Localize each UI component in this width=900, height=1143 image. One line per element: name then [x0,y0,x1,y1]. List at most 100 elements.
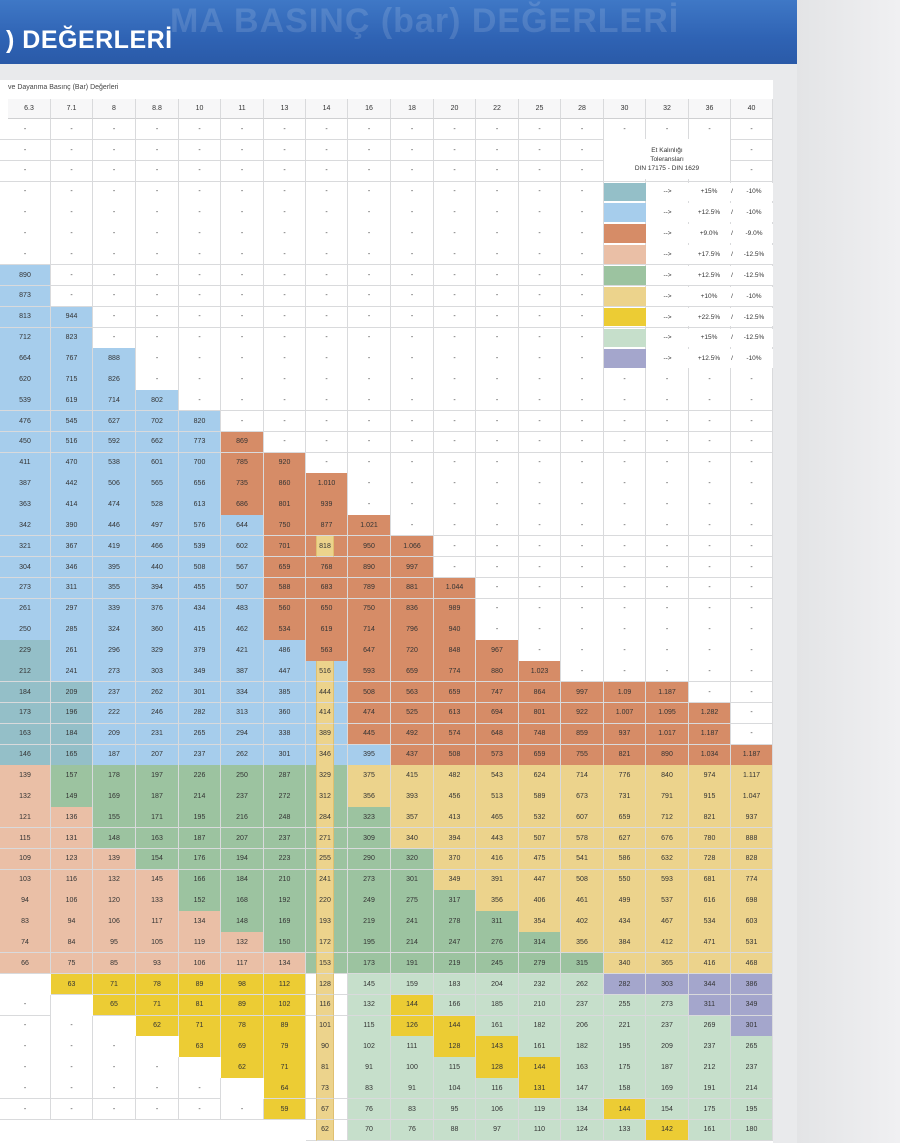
table-cell: 1.187 [646,681,689,704]
table-cell: - [306,390,348,412]
table-cell: 255 [316,848,334,871]
table-cell: 311 [689,994,731,1017]
table-cell: - [306,306,348,328]
legend-minus: -12.5% [735,265,773,285]
table-cell: 214 [391,932,434,954]
table-cell: - [731,494,773,516]
table-cell: - [306,160,348,183]
table-cell: 184 [0,681,51,704]
table-cell: 311 [476,911,519,933]
table-cell: 269 [689,1015,731,1037]
table-cell: - [476,577,519,600]
table-cell: 440 [136,556,179,579]
table-cell: - [306,202,348,224]
table-cell: - [476,431,519,454]
table-cell: - [221,306,264,328]
table-cell: 83 [0,911,51,933]
table-cell: - [0,160,51,183]
table-cell: 232 [519,973,561,996]
table-cell: 67 [316,1098,334,1121]
table-cell: 659 [434,681,476,704]
table-cell: 873 [0,285,51,308]
table-cell: 360 [264,702,306,725]
table-cell: 890 [348,556,391,579]
table-cell: - [306,264,348,287]
table-cell: 146 [0,744,51,766]
table-cell: - [136,264,179,287]
table-cell: 150 [264,932,306,954]
table-cell: 820 [179,410,221,433]
table-cell: 329 [316,765,334,787]
table-cell: 391 [476,869,519,891]
table-cell: - [434,556,476,579]
table-cell: - [348,494,391,516]
table-cell: - [519,202,561,224]
table-cell: - [348,264,391,287]
legend-swatch [604,245,646,264]
table-cell: - [519,119,561,141]
table-cell: - [306,285,348,308]
table-cell: 593 [646,869,689,891]
table-cell: - [93,1078,136,1100]
table-cell: 206 [561,1015,604,1037]
table-cell: 731 [604,786,646,808]
table-cell: 241 [316,869,334,891]
legend-plus: +15% [689,182,729,202]
table-cell: - [519,536,561,558]
table-cell: 767 [51,348,93,370]
table-cell: 192 [264,890,306,912]
table-cell: 937 [731,807,773,829]
table-cell: 83 [391,1098,434,1121]
table-cell: 163 [0,723,51,745]
table-cell: - [306,327,348,349]
table-cell: - [476,619,519,641]
table-cell [51,1119,93,1142]
table-cell: 616 [689,890,731,912]
table-cell: - [93,244,136,266]
table-cell: 116 [476,1078,519,1100]
table-cell: - [0,181,51,203]
table-cell: 172 [316,932,334,954]
table-cell: 78 [136,973,179,996]
table-cell: 76 [348,1098,391,1121]
table-cell: 728 [689,848,731,871]
table-cell: - [264,223,306,245]
table-cell: 346 [51,556,93,579]
table-cell: - [391,473,434,495]
table-cell: 386 [731,973,773,996]
table-cell: 543 [476,765,519,787]
table-cell: 221 [604,1015,646,1037]
table-cell: - [476,223,519,245]
legend-plus: +12.5% [689,349,729,369]
table-cell: - [391,223,434,245]
table-cell: - [391,327,434,349]
table-cell: - [476,369,519,391]
table-cell: - [179,202,221,224]
table-cell: 619 [306,619,348,641]
table-cell: - [519,515,561,537]
table-cell: - [689,119,731,141]
table-cell: - [646,410,689,433]
table-cell: 169 [93,786,136,808]
table-cell: - [434,536,476,558]
table-cell: - [51,1078,93,1100]
column-header: 36 [689,99,731,119]
table-cell: - [0,223,51,245]
table-cell: 89 [179,973,221,996]
table-cell: 1.017 [646,723,689,745]
table-cell: 349 [731,994,773,1017]
table-cell: - [221,202,264,224]
table-cell: 508 [561,869,604,891]
table-cell: 132 [0,786,51,808]
table-cell: 207 [136,744,179,766]
table-cell: 662 [136,431,179,454]
legend-plus: +12.5% [689,203,729,223]
table-cell: - [561,536,604,558]
table-cell [179,1119,221,1142]
table-cell: 586 [604,848,646,871]
table-cell: - [179,181,221,203]
table-cell: - [391,348,434,370]
table-cell: - [179,223,221,245]
legend-swatch [604,328,646,348]
table-cell: - [731,119,773,141]
